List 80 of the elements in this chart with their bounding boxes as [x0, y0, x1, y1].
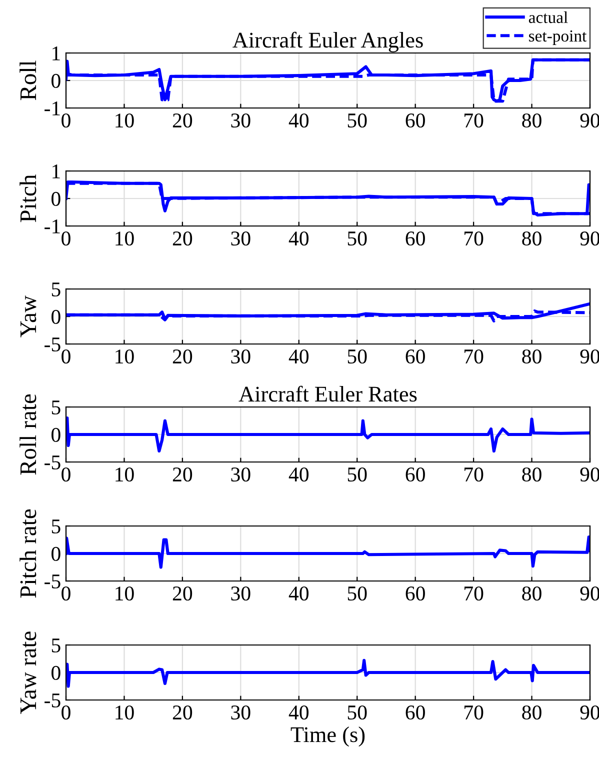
y-tick-label: 0: [52, 310, 60, 324]
y-tick-label: 5: [52, 400, 60, 414]
x-tick-label: 80: [522, 467, 542, 482]
x-tick-label: 40: [288, 113, 309, 128]
x-tick-label: 50: [348, 349, 367, 364]
line-series: [66, 535, 590, 569]
x-tick-label: 30: [231, 113, 250, 128]
x-tick-label: 40: [288, 705, 309, 720]
x-tick-label: 60: [406, 467, 425, 482]
y-tick-label: 0: [52, 546, 60, 561]
x-tick-label: 30: [231, 231, 250, 246]
x-tick-label: 70: [464, 231, 484, 246]
x-tick-label: 30: [231, 467, 250, 482]
y-tick-label: 5: [52, 282, 60, 296]
y-tick-label: 0: [52, 74, 60, 88]
x-tick-label: 40: [288, 467, 309, 482]
x-tick-label: 20: [172, 586, 192, 601]
y-axis-title: Pitch rate: [20, 509, 36, 598]
x-tick-label: 60: [406, 231, 425, 246]
legend-label: set-point: [529, 30, 587, 45]
y-axis-title: Yaw: [20, 295, 36, 338]
x-tick-label: 80: [522, 586, 542, 601]
y-tick-label: 0: [52, 666, 60, 680]
x-tick-label: 10: [116, 349, 134, 364]
x-tick-label: 40: [288, 586, 309, 601]
x-tick-label: 10: [116, 113, 134, 128]
x-tick-label: 10: [116, 231, 134, 246]
chart-title: Aircraft Euler Rates: [238, 386, 417, 402]
x-tick-label: 10: [116, 586, 134, 601]
y-tick-label: 0: [52, 428, 60, 442]
y-tick-label: -5: [44, 694, 60, 708]
y-tick-label: -5: [44, 338, 60, 352]
x-tick-label: 20: [172, 349, 192, 364]
x-tick-label: 80: [522, 705, 542, 720]
x-tick-label: 60: [406, 586, 425, 601]
x-tick-label: 60: [406, 705, 425, 720]
x-tick-label: 50: [348, 113, 367, 128]
x-tick-label: 70: [464, 467, 484, 482]
x-tick-label: 40: [288, 349, 309, 364]
x-tick-label: 60: [406, 113, 425, 128]
y-axis-title: Roll rate: [20, 394, 36, 475]
y-tick-label: 0: [52, 192, 60, 206]
y-tick-label: -5: [44, 456, 60, 470]
x-tick-label: 50: [348, 705, 367, 720]
y-tick-label: 1: [52, 46, 60, 60]
y-tick-label: 1: [52, 164, 60, 178]
x-tick-label: 10: [116, 467, 134, 482]
x-tick-label: 80: [522, 113, 542, 128]
x-tick-label: 70: [464, 705, 484, 720]
x-tick-label: 70: [464, 113, 484, 128]
x-tick-label: 60: [406, 349, 425, 364]
x-tick-label: 10: [116, 705, 134, 720]
x-tick-label: 40: [288, 231, 309, 246]
y-tick-label: 5: [52, 520, 60, 534]
x-axis-title: Time (s): [290, 726, 365, 747]
x-tick-label: 50: [348, 467, 367, 482]
line-series: [66, 416, 590, 453]
y-tick-label: -1: [44, 101, 60, 116]
x-tick-label: 30: [231, 586, 250, 601]
y-axis-title: Pitch: [20, 174, 36, 222]
x-tick-label: 70: [464, 586, 484, 601]
y-tick-label: -5: [44, 574, 60, 588]
x-tick-label: 20: [172, 113, 192, 128]
x-tick-label: 20: [172, 231, 192, 246]
x-tick-label: 30: [231, 349, 250, 364]
x-tick-label: 20: [172, 467, 192, 482]
x-tick-label: 50: [348, 586, 367, 601]
x-tick-label: 80: [522, 231, 542, 246]
y-axis-title: Yaw rate: [20, 632, 36, 714]
y-tick-label: 5: [52, 638, 60, 652]
x-tick-label: 70: [464, 349, 484, 364]
legend-label: actual: [528, 11, 568, 24]
x-tick-label: 80: [522, 349, 542, 364]
line-series: [66, 658, 590, 688]
x-tick-label: 30: [231, 705, 250, 720]
chart-title: Aircraft Euler Angles: [232, 32, 423, 52]
x-tick-label: 20: [172, 705, 192, 720]
y-axis-title: Roll: [20, 60, 36, 100]
x-tick-label: 50: [348, 231, 367, 246]
y-tick-label: -1: [44, 219, 60, 234]
